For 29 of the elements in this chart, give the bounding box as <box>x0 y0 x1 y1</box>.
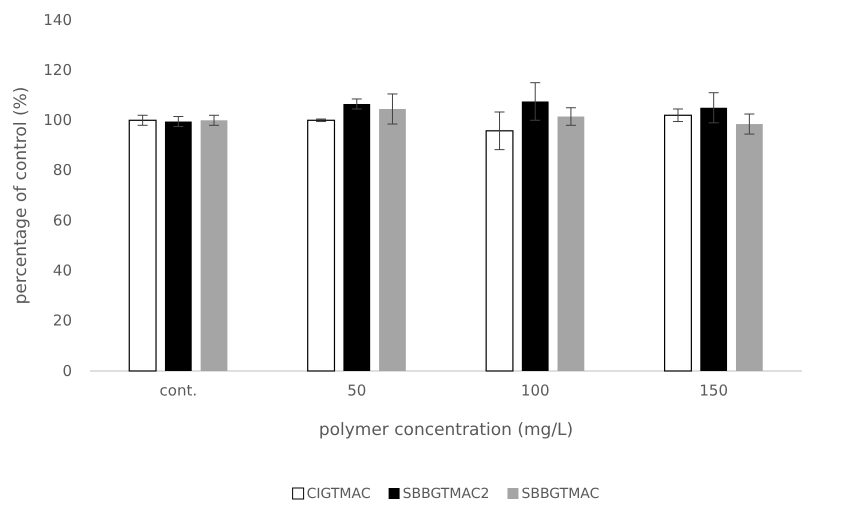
y-axis-title: percentage of control (%) <box>11 86 31 304</box>
y-tick-label: 60 <box>52 211 72 230</box>
y-tick-label: 0 <box>62 362 72 380</box>
x-axis-title: polymer concentration (mg/L) <box>318 420 574 440</box>
x-tick-label: 150 <box>699 382 728 400</box>
bar <box>664 114 692 372</box>
legend-label: SBBGTMAC <box>521 486 600 502</box>
y-tick-label: 120 <box>43 60 72 79</box>
legend-label: SBBGTMAC2 <box>402 486 490 502</box>
bar <box>736 124 763 371</box>
bar <box>700 108 728 371</box>
bar <box>486 130 514 372</box>
x-tick-label: 50 <box>347 382 366 400</box>
bar <box>558 116 584 371</box>
y-tick-label: 140 <box>43 10 72 29</box>
bar <box>307 120 336 372</box>
x-tick-label: 100 <box>520 382 550 400</box>
y-tick-label: 20 <box>52 312 72 330</box>
y-tick-label: 100 <box>43 111 72 130</box>
legend-label: CIGTMAC <box>306 486 371 502</box>
bar <box>522 101 549 371</box>
bar <box>128 120 157 372</box>
bar <box>379 109 406 371</box>
y-tick-label: 80 <box>52 161 72 180</box>
bar <box>200 120 228 371</box>
bar <box>343 104 370 371</box>
x-tick-label: cont. <box>160 382 198 400</box>
bar <box>164 122 192 371</box>
y-tick-label: 40 <box>52 262 72 280</box>
